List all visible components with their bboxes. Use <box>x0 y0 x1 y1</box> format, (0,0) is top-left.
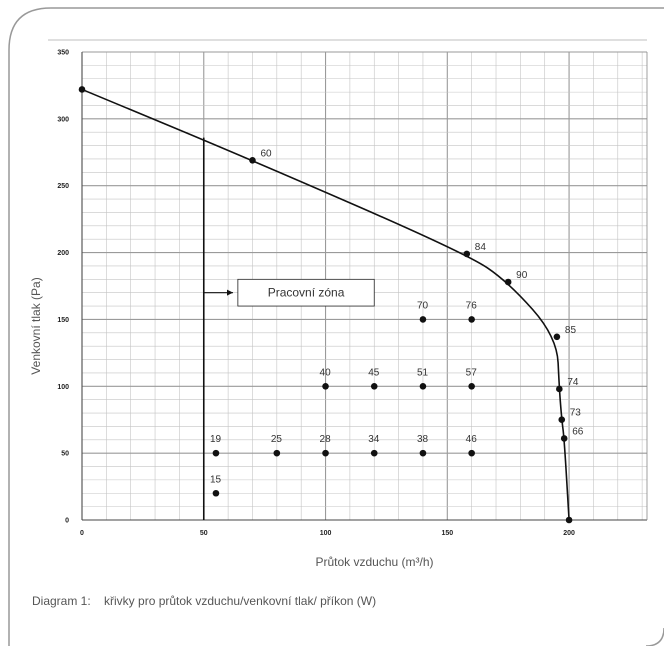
curve-point-label: 84 <box>475 242 487 253</box>
curve-point-label: 60 <box>260 148 272 159</box>
curve-point <box>504 278 512 286</box>
curve-point-label: 66 <box>572 426 584 437</box>
operating-point <box>468 449 475 457</box>
axes <box>81 52 648 521</box>
operating-point-label: 38 <box>417 434 429 445</box>
operating-point-label: 70 <box>417 300 429 311</box>
curve-point <box>558 416 566 424</box>
operating-point-label: 45 <box>368 367 380 378</box>
x-tick-labels: 0 50 100 150 200 <box>80 530 575 537</box>
operating-point <box>322 449 329 457</box>
operating-point <box>468 316 475 323</box>
zone-label: Pracovní zóna <box>268 286 345 300</box>
curve-point-label: 90 <box>516 270 528 281</box>
operating-point <box>212 449 220 457</box>
diagram-caption: Diagram 1: křivky pro průtok vzduchu/ven… <box>32 594 377 608</box>
x-tick-label: 50 <box>200 530 208 537</box>
operating-point-label: 46 <box>466 434 478 445</box>
operating-point-label: 25 <box>271 434 283 445</box>
y-tick-label: 250 <box>57 183 69 190</box>
curve-point <box>78 86 86 93</box>
operating-point <box>468 382 475 390</box>
curve-point <box>565 516 573 524</box>
y-tick-label: 300 <box>57 116 69 123</box>
x-tick-label: 100 <box>320 530 332 537</box>
curve-point <box>560 435 568 442</box>
operating-point-label: 28 <box>320 434 332 445</box>
zone-arrow-head <box>226 289 233 296</box>
y-tick-label: 100 <box>57 384 69 391</box>
operating-point <box>419 382 427 390</box>
curve-point <box>556 385 563 393</box>
x-tick-label: 200 <box>563 530 575 537</box>
working-zone: Pracovní zóna <box>202 137 375 520</box>
operating-point-label: 51 <box>417 367 429 378</box>
operating-point-label: 57 <box>466 367 478 378</box>
y-tick-label: 0 <box>65 518 69 525</box>
operating-point <box>370 382 378 390</box>
y-axis-label: Venkovní tlak (Pa) <box>29 277 43 374</box>
x-tick-label: 0 <box>80 530 84 537</box>
zone-label-box <box>237 278 375 307</box>
operating-point-label: 15 <box>210 474 222 485</box>
operating-point <box>212 489 220 497</box>
y-tick-label: 350 <box>57 50 69 57</box>
operating-point-label: 19 <box>210 434 222 445</box>
curve-point <box>463 250 471 258</box>
operating-point-label: 34 <box>368 434 380 445</box>
curve-point <box>553 333 561 341</box>
curve-point-label: 73 <box>570 408 582 419</box>
x-axis-label: Průtok vzduchu (m³/h) <box>315 555 433 569</box>
operating-point <box>419 316 427 323</box>
y-tick-labels: 0 50 100 150 200 250 300 350 <box>57 50 69 525</box>
curve-points: 60 84 90 85 74 73 66 <box>78 86 584 524</box>
operating-point-label: 40 <box>320 367 332 378</box>
curve-point <box>249 157 256 164</box>
operating-point <box>419 449 427 457</box>
operating-point <box>322 382 329 390</box>
operating-point-label: 76 <box>466 300 478 311</box>
x-tick-label: 150 <box>441 530 453 537</box>
operating-point <box>370 449 378 457</box>
y-tick-label: 150 <box>57 317 69 324</box>
curve-point-label: 85 <box>565 325 577 336</box>
operating-points: 19 15 25 28 34 38 46 40 45 51 57 70 76 <box>210 300 478 497</box>
curve-point-label: 74 <box>567 377 579 388</box>
operating-point <box>273 449 281 457</box>
y-tick-label: 200 <box>57 250 69 257</box>
y-tick-label: 50 <box>61 451 69 458</box>
